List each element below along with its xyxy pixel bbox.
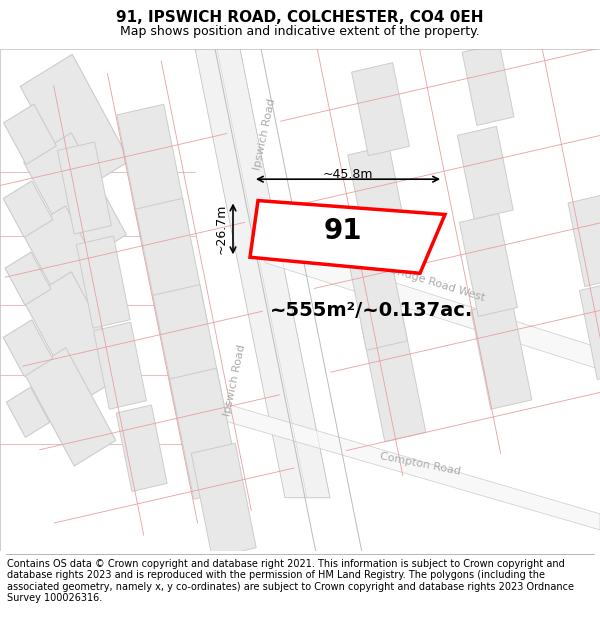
Polygon shape bbox=[3, 181, 53, 238]
Polygon shape bbox=[24, 348, 116, 466]
Polygon shape bbox=[250, 201, 445, 273]
Polygon shape bbox=[153, 284, 224, 416]
Text: Dilbridge Road West: Dilbridge Road West bbox=[374, 261, 485, 303]
Text: ~45.8m: ~45.8m bbox=[323, 169, 373, 181]
Polygon shape bbox=[5, 252, 51, 305]
Polygon shape bbox=[116, 405, 167, 491]
Polygon shape bbox=[7, 387, 50, 438]
Polygon shape bbox=[136, 198, 208, 334]
Text: ~26.7m: ~26.7m bbox=[215, 204, 228, 254]
Polygon shape bbox=[23, 132, 127, 264]
Polygon shape bbox=[462, 44, 514, 126]
Polygon shape bbox=[352, 62, 409, 156]
Polygon shape bbox=[195, 396, 600, 530]
Polygon shape bbox=[568, 194, 600, 287]
Polygon shape bbox=[195, 49, 330, 498]
Text: Ipswich Road: Ipswich Road bbox=[253, 98, 277, 171]
Polygon shape bbox=[22, 206, 118, 330]
Polygon shape bbox=[4, 104, 56, 164]
Polygon shape bbox=[3, 320, 53, 376]
Polygon shape bbox=[170, 368, 241, 499]
Text: 91: 91 bbox=[324, 217, 362, 245]
Polygon shape bbox=[344, 231, 407, 350]
Polygon shape bbox=[460, 213, 517, 316]
Text: 91, IPSWICH ROAD, COLCHESTER, CO4 0EH: 91, IPSWICH ROAD, COLCHESTER, CO4 0EH bbox=[116, 10, 484, 25]
Text: Ipswich Road: Ipswich Road bbox=[223, 344, 247, 417]
Polygon shape bbox=[94, 322, 146, 409]
Polygon shape bbox=[191, 443, 256, 558]
Text: Map shows position and indicative extent of the property.: Map shows position and indicative extent… bbox=[120, 25, 480, 38]
Polygon shape bbox=[471, 301, 532, 409]
Polygon shape bbox=[348, 146, 407, 249]
Polygon shape bbox=[117, 104, 189, 241]
Polygon shape bbox=[362, 318, 426, 442]
Text: Compton Road: Compton Road bbox=[379, 451, 461, 476]
Text: Contains OS data © Crown copyright and database right 2021. This information is : Contains OS data © Crown copyright and d… bbox=[7, 559, 574, 603]
Polygon shape bbox=[23, 272, 127, 403]
Polygon shape bbox=[58, 142, 112, 234]
Polygon shape bbox=[20, 54, 130, 193]
Polygon shape bbox=[457, 126, 513, 219]
Polygon shape bbox=[580, 281, 600, 379]
Polygon shape bbox=[76, 236, 130, 328]
Text: ~555m²/~0.137ac.: ~555m²/~0.137ac. bbox=[270, 301, 473, 320]
Polygon shape bbox=[265, 241, 600, 369]
